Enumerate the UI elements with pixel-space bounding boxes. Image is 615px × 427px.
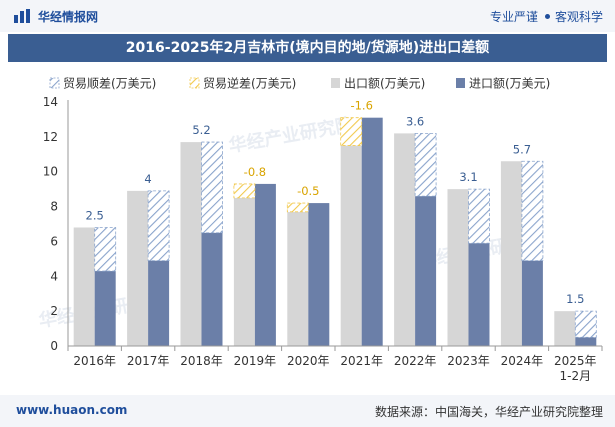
- export-bar: [127, 190, 149, 346]
- export-bar: [340, 145, 362, 346]
- export-bar: [287, 211, 309, 346]
- export-bar: [447, 189, 469, 346]
- y-tick-label: 10: [43, 165, 58, 179]
- surplus-bar: [521, 160, 544, 261]
- x-tick-label: 2020年: [287, 354, 330, 368]
- header-bar: 华经情报网 专业严谨 客观科学: [0, 0, 615, 32]
- y-tick-label: 2: [50, 304, 58, 318]
- balance-data-label: 3.6: [406, 114, 424, 128]
- x-tick-label: 2021年: [340, 354, 383, 368]
- x-tick-label-line: 2023年: [447, 354, 490, 368]
- x-tick-label: 2017年: [127, 354, 170, 368]
- deficit-bar: [340, 117, 363, 146]
- balance-data-label: 5.7: [513, 142, 531, 156]
- import-bar: [521, 260, 543, 346]
- footer-bar: www.huaon.com 数据来源：中国海关，华经产业研究院整理: [0, 395, 615, 427]
- legend-item: 出口额(万美元): [331, 77, 425, 91]
- import-bar: [254, 183, 276, 346]
- export-bar: [73, 227, 95, 346]
- x-tick-label-line: 2020年: [287, 354, 330, 368]
- x-tick-label: 2025年 1-2月: [554, 354, 597, 383]
- legend-item: 贸易顺差(万美元): [49, 77, 156, 91]
- x-tick-label-line: 2022年: [394, 354, 437, 368]
- x-tick-label: 2019年: [234, 354, 277, 368]
- balance-data-label: 2.5: [86, 208, 104, 222]
- x-tick-label: 2023年: [447, 354, 490, 368]
- balance-data-label: -1.6: [350, 99, 372, 113]
- legend-item: 进口额(万美元): [456, 77, 550, 91]
- import-bar: [361, 117, 383, 346]
- legend-item: 贸易逆差(万美元): [189, 76, 296, 91]
- legend-swatch: [189, 77, 200, 89]
- export-bar: [554, 311, 576, 346]
- x-tick-label-line: 2025年: [554, 354, 597, 368]
- y-tick-label: 14: [43, 95, 58, 109]
- x-tick-label-line: 2018年: [180, 354, 223, 368]
- export-bar: [180, 142, 202, 346]
- balance-data-label: -0.5: [297, 184, 319, 198]
- import-bar: [575, 337, 597, 346]
- x-tick-label-line: 2017年: [127, 354, 170, 368]
- import-bar: [415, 196, 437, 346]
- import-bar: [308, 203, 330, 346]
- legend-label: 贸易逆差(万美元): [203, 76, 296, 91]
- x-axis: 2016年 2017年 2018年 2019年 2020年 2021年 2022年 2023年…: [67, 345, 603, 383]
- surplus-bar: [414, 132, 437, 197]
- x-tick-label: 2016年: [73, 354, 116, 368]
- bars: 2.5 4 5.2 -0.8 -0.5 -1.6 3.6 3.1 5.7 1.5: [73, 99, 597, 346]
- export-bar: [500, 161, 522, 346]
- deficit-bar: [286, 202, 309, 213]
- balance-data-label: 1.5: [566, 292, 584, 306]
- x-tick-label-line: 2024年: [501, 354, 544, 368]
- deficit-bar: [233, 183, 256, 199]
- tagline-left: 专业严谨: [489, 10, 538, 24]
- bullet-icon: [544, 14, 550, 19]
- surplus-bar: [468, 188, 490, 244]
- export-bar: [233, 197, 255, 346]
- import-bar: [468, 243, 490, 346]
- x-tick-label: 2024年: [501, 354, 544, 368]
- surplus-bar: [574, 310, 597, 338]
- x-tick-label: 2022年: [394, 354, 437, 368]
- y-tick-label: 6: [50, 234, 58, 248]
- y-tick-label: 0: [50, 339, 58, 353]
- import-bar: [94, 271, 116, 346]
- site-url[interactable]: www.huaon.com: [16, 403, 128, 417]
- y-tick-label: 4: [50, 269, 58, 283]
- legend-label: 贸易顺差(万美元): [63, 77, 156, 91]
- huajing-logo-icon: [14, 9, 30, 23]
- y-tick-label: 12: [43, 130, 58, 144]
- legend-label: 进口额(万美元): [469, 77, 550, 91]
- tagline: 专业严谨 客观科学: [490, 8, 603, 25]
- legend: 贸易顺差(万美元) 贸易逆差(万美元) 出口额(万美元) 进口额(万美元): [49, 76, 550, 91]
- import-bar: [148, 260, 170, 346]
- y-axis: 0 2 4 6 8 10 12 14: [43, 95, 69, 353]
- surplus-bar: [201, 141, 223, 234]
- x-tick-label-line: 2019年: [234, 354, 277, 368]
- x-tick-label-line: 2021年: [340, 354, 383, 368]
- x-tick-label: 2018年: [180, 354, 223, 368]
- legend-swatch: [331, 78, 340, 88]
- watermark-text: 华经产业研究院: [227, 113, 355, 157]
- bar-chart: 贸易顺差(万美元) 贸易逆差(万美元) 出口额(万美元) 进口额(万美元) 华经产业研…: [37, 76, 603, 383]
- balance-data-label: 5.2: [192, 123, 210, 137]
- surplus-bar: [94, 227, 117, 272]
- legend-label: 出口额(万美元): [344, 77, 425, 91]
- balance-data-label: 4: [144, 172, 151, 186]
- export-bar: [394, 133, 416, 346]
- legend-swatch: [49, 77, 60, 89]
- surplus-bar: [147, 190, 170, 261]
- chart-title: 2016-2025年2月吉林市(境内目的地/货源地)进出口差额: [8, 34, 607, 62]
- legend-swatch: [456, 78, 465, 88]
- x-tick-label-line: 1-2月: [559, 369, 591, 383]
- brand-name: 华经情报网: [38, 10, 99, 24]
- y-tick-label: 8: [50, 200, 58, 214]
- balance-data-label: 3.1: [459, 170, 477, 184]
- data-source: 数据来源：中国海关，华经产业研究院整理: [374, 405, 603, 419]
- tagline-right: 客观科学: [554, 10, 603, 24]
- import-bar: [201, 232, 223, 346]
- x-tick-label-line: 2016年: [73, 354, 116, 368]
- balance-data-label: -0.8: [244, 165, 266, 179]
